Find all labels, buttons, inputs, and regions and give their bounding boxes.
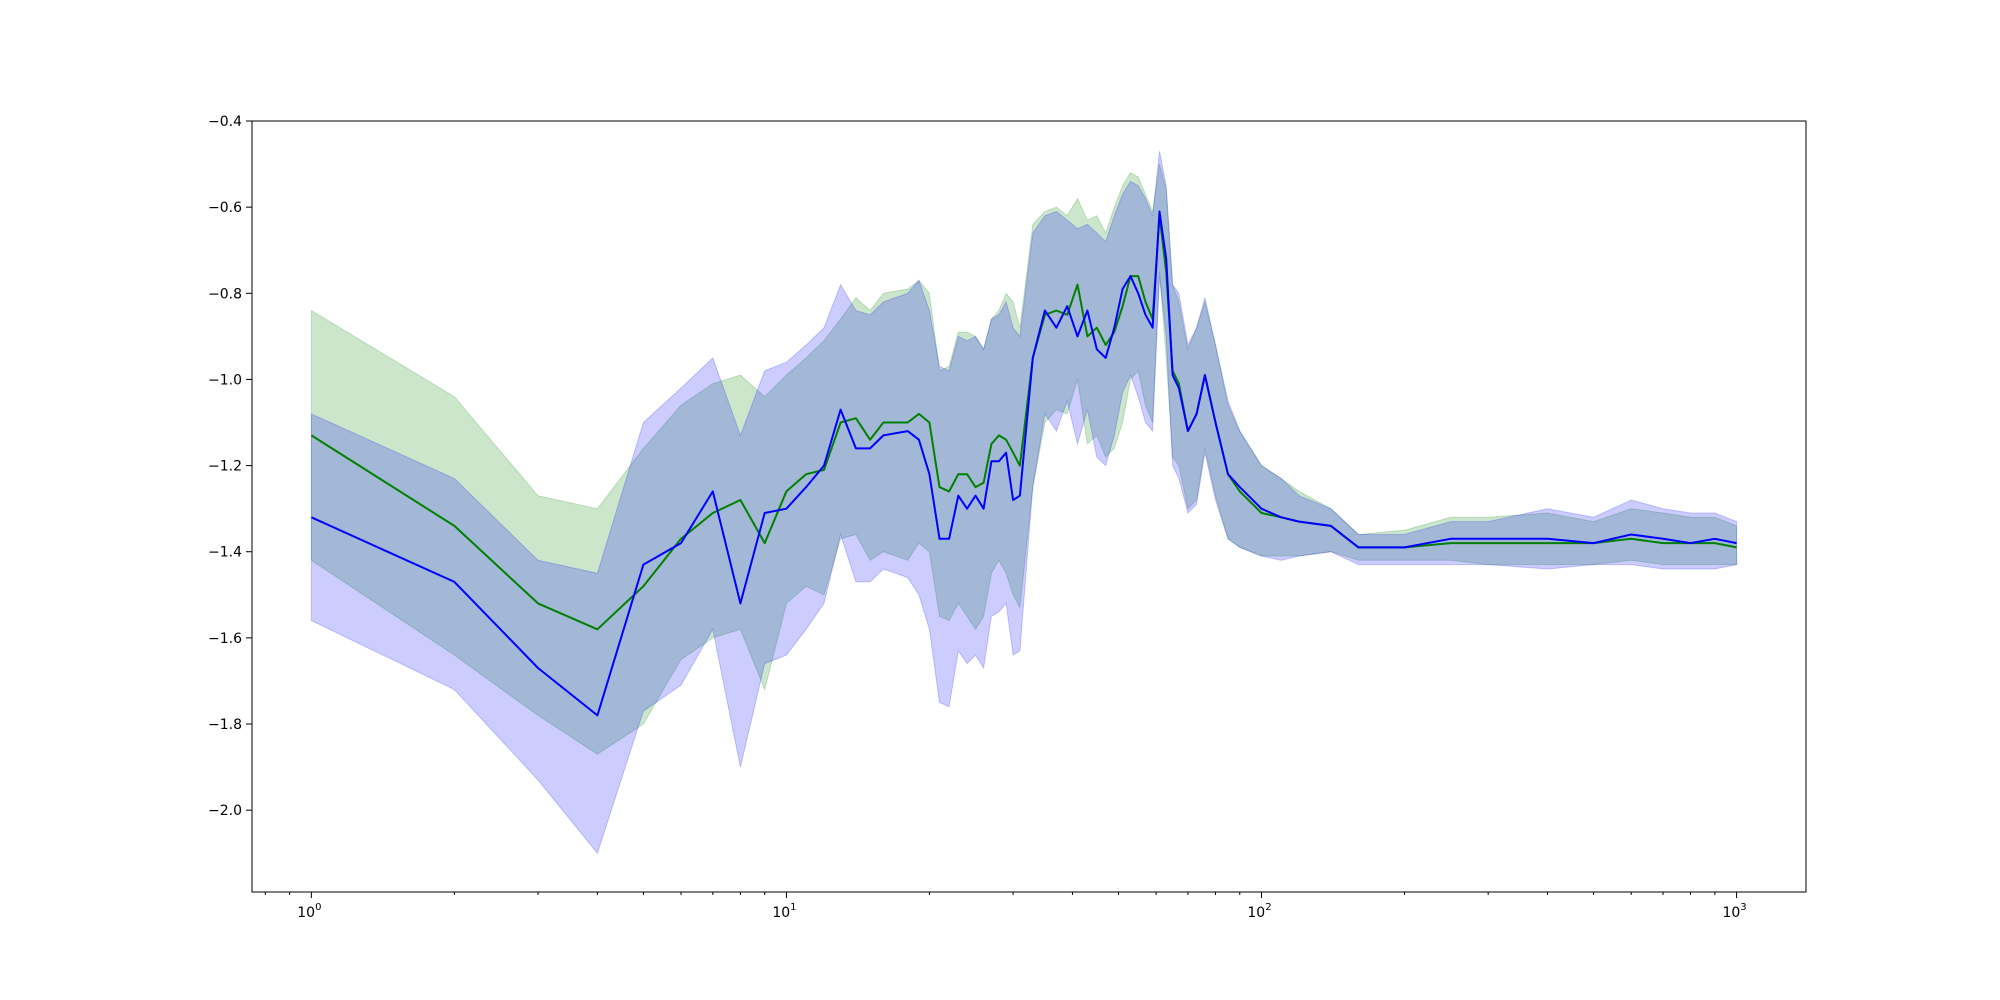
y-tick-label: −1.4 [208, 545, 242, 561]
y-axis: −0.4 −0.6 −0.8 −1.0 −1.2 −1.4 −1.6 −1.8 −2.0 [208, 114, 252, 819]
x-tick-label-exponent: 1 [790, 902, 796, 913]
x-tick-label-exponent: 0 [315, 902, 321, 913]
x-tick-label-exponent: 3 [1740, 902, 1746, 913]
series-2-line [310, 210, 1737, 717]
y-tick-label: −1.8 [208, 717, 242, 733]
series-lines [310, 210, 1737, 717]
y-tick-label: −0.4 [208, 114, 242, 130]
axes-frame [251, 120, 1807, 893]
series-2-band [310, 151, 1738, 855]
y-tick-label: −0.8 [208, 286, 242, 302]
x-tick-label-exponent: 2 [1265, 902, 1271, 913]
y-tick-label: −0.6 [208, 200, 242, 216]
y-tick-label: −1.0 [208, 372, 242, 388]
y-tick-label: −1.6 [208, 631, 242, 647]
y-tick-label: −2.0 [208, 803, 242, 819]
y-tick-label: −1.2 [208, 459, 242, 475]
